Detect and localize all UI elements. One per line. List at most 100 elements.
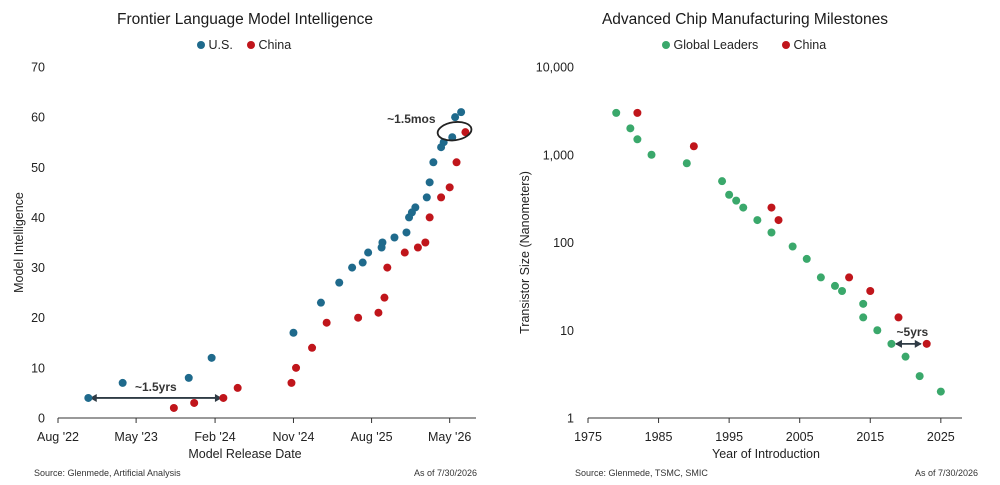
china-point [400, 248, 409, 257]
y-tick-label: 40 [31, 211, 45, 225]
global-leaders-point [753, 216, 762, 225]
china-point [866, 287, 875, 296]
chart-title: Advanced Chip Manufacturing Milestones [602, 11, 888, 28]
us-point [402, 228, 411, 237]
gap-arrow-5yrs-head-right [914, 339, 922, 348]
y-tick-label: 10,000 [536, 61, 574, 75]
global-leaders-point [682, 159, 691, 168]
intelligence-chart: Frontier Language Model Intelligence U.S.… [12, 11, 477, 478]
right-date-note: As of 7/30/2026 [915, 468, 978, 478]
global-leaders-point [859, 299, 868, 308]
global-leaders-point [725, 190, 734, 199]
global-leaders-point [802, 254, 811, 263]
us-point [358, 258, 367, 267]
us-point [335, 278, 344, 287]
global-leaders-point [936, 387, 945, 396]
china-point [354, 313, 363, 322]
us-point [425, 178, 434, 187]
us-point [207, 353, 216, 362]
us-point [422, 193, 431, 202]
left-legend-label-0: U.S. [209, 38, 233, 52]
annotation-5yrs: ~5yrs [897, 325, 929, 339]
china-point [461, 128, 470, 137]
gap-arrow-1-5yrs-head-right [214, 393, 222, 402]
global-leaders-point [915, 372, 924, 381]
y-axis-label: Model Intelligence [12, 192, 26, 293]
china-point [322, 318, 331, 327]
y-axis-label: Transistor Size (Nanometers) [518, 171, 532, 334]
left-legend-marker-1 [247, 41, 255, 49]
china-point [421, 238, 430, 247]
us-point [289, 328, 298, 337]
right-legend-marker-0 [662, 41, 670, 49]
china-point [308, 343, 317, 352]
y-tick-label: 50 [31, 161, 45, 175]
china-point [374, 308, 383, 317]
china-point [689, 142, 698, 151]
us-point [364, 248, 373, 257]
us-point [84, 393, 93, 402]
y-tick-label: 10 [560, 324, 574, 338]
global-leaders-point [788, 242, 797, 251]
y-tick-label: 20 [31, 311, 45, 325]
china-point [169, 403, 178, 412]
us-point [378, 238, 387, 247]
china-point [445, 183, 454, 192]
x-axis-label: Year of Introduction [712, 447, 820, 461]
us-point [451, 113, 460, 122]
gap-arrow-5yrs-head-left [894, 339, 902, 348]
annotation-1-5mos: ~1.5mos [387, 112, 436, 126]
china-point [190, 398, 199, 407]
china-point [292, 363, 301, 372]
annotation-ellipse [436, 121, 473, 142]
global-leaders-point [767, 228, 776, 237]
global-leaders-point [626, 124, 635, 133]
y-tick-label: 10 [31, 361, 45, 375]
china-point [845, 273, 854, 282]
china-point [767, 203, 776, 212]
x-tick-label: 1975 [574, 430, 602, 444]
x-tick-label: Aug '25 [351, 430, 393, 444]
global-leaders-point [739, 203, 748, 212]
us-point [316, 298, 325, 307]
x-tick-label: Aug '22 [37, 430, 79, 444]
right-legend-label-1: China [794, 38, 827, 52]
us-point [184, 373, 193, 382]
global-leaders-point [647, 150, 656, 159]
x-tick-label: May '23 [114, 430, 157, 444]
china-point [380, 293, 389, 302]
y-tick-label: 30 [31, 261, 45, 275]
global-leaders-point [732, 196, 741, 205]
chip-milestones-chart: Advanced Chip Manufacturing Milestones Gl… [518, 11, 978, 478]
china-point [287, 378, 296, 387]
china-point [633, 108, 642, 117]
global-leaders-point [816, 273, 825, 282]
right-source-note: Source: Glenmede, TSMC, SMIC [575, 468, 708, 478]
x-tick-label: Feb '24 [194, 430, 235, 444]
global-leaders-point [887, 339, 896, 348]
y-tick-label: 60 [31, 111, 45, 125]
global-leaders-point [873, 326, 882, 335]
china-point [383, 263, 392, 272]
china-point [452, 158, 461, 167]
global-leaders-point [901, 352, 910, 361]
left-date-note: As of 7/30/2026 [414, 468, 477, 478]
china-point [894, 313, 903, 322]
right-legend-marker-1 [782, 41, 790, 49]
us-point [457, 108, 466, 117]
y-tick-label: 70 [31, 61, 45, 75]
china-point [413, 243, 422, 252]
y-tick-label: 1 [567, 412, 574, 426]
left-legend-label-1: China [259, 38, 292, 52]
x-tick-label: 1995 [715, 430, 743, 444]
gap-arrow-1-5yrs-head-left [89, 393, 97, 402]
us-point [348, 263, 357, 272]
us-point [390, 233, 399, 242]
us-point [118, 378, 127, 387]
x-tick-label: 2015 [856, 430, 884, 444]
global-leaders-point [859, 313, 868, 322]
x-tick-label: May '26 [428, 430, 471, 444]
global-leaders-point [612, 108, 621, 117]
china-point [437, 193, 446, 202]
